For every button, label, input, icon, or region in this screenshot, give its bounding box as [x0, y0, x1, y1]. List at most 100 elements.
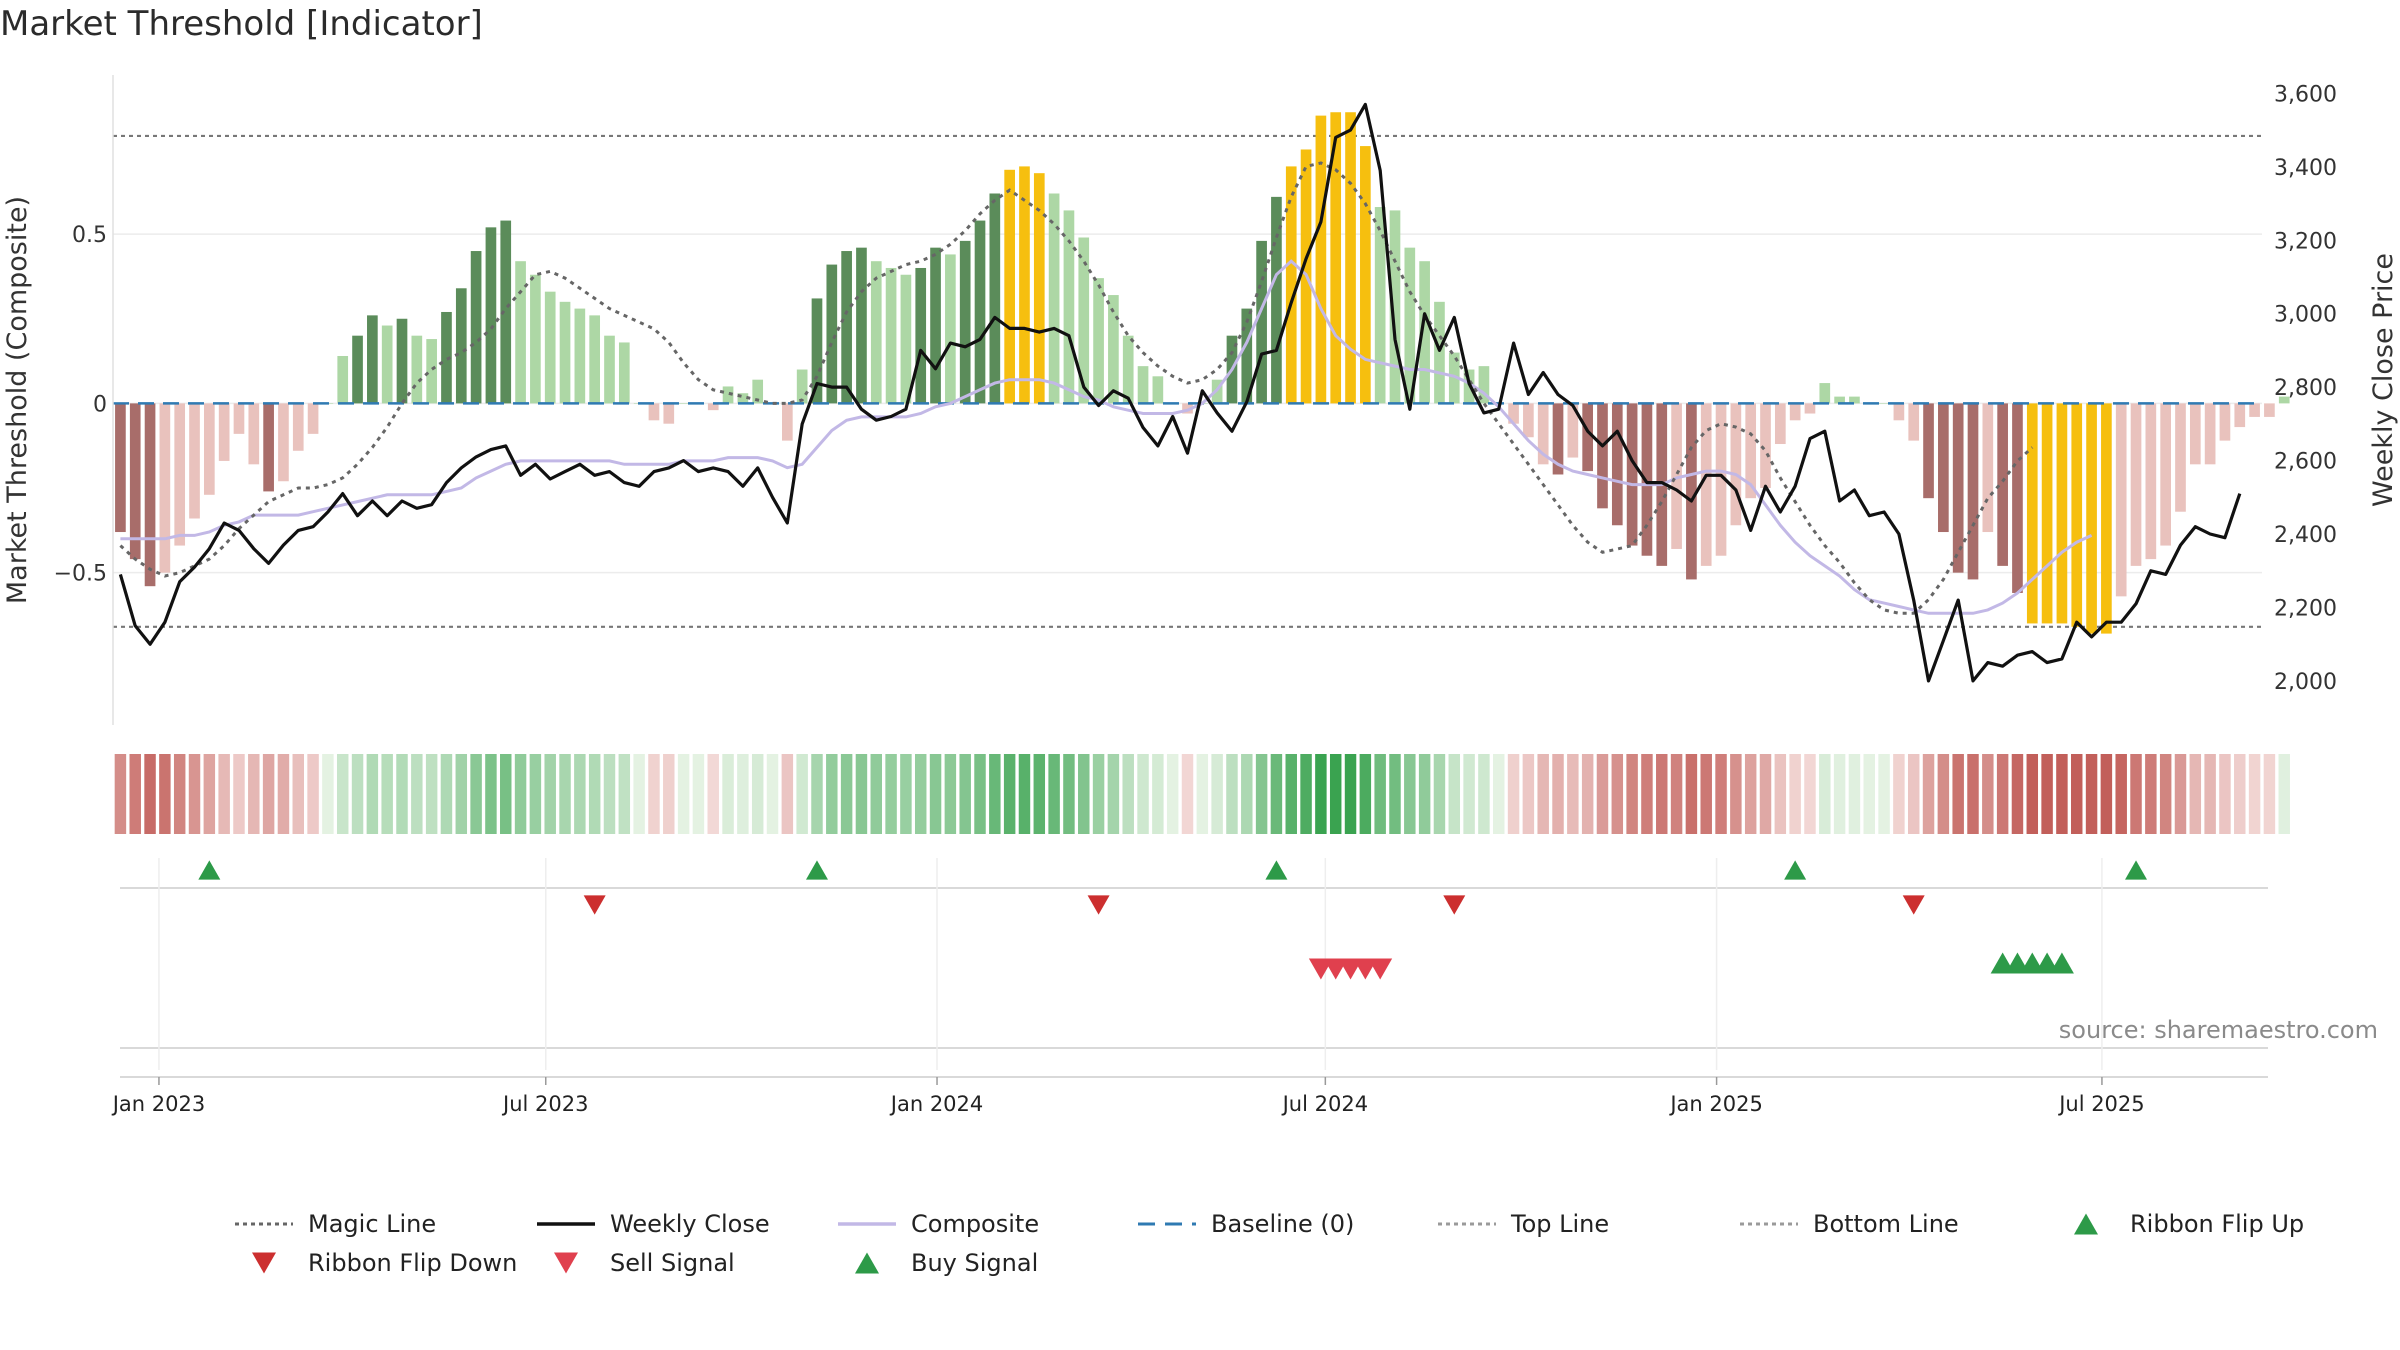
composite-bar: [900, 274, 912, 404]
series-lines: [113, 102, 2262, 683]
composite-bar: [2071, 403, 2083, 627]
ribbon-cell: [1522, 754, 1535, 834]
composite-bar: [263, 403, 274, 492]
ribbon-flip-up-marker: [1784, 860, 1807, 880]
composite-bar: [1093, 278, 1104, 404]
composite-bar: [663, 403, 675, 424]
ribbon-cell: [1715, 754, 1727, 834]
composite-bar: [737, 393, 749, 404]
ribbon-cell: [781, 754, 794, 834]
ribbon-cell: [974, 754, 986, 834]
ribbon-cell: [914, 754, 927, 834]
composite-bar: [115, 403, 126, 533]
composite-bar: [1434, 301, 1445, 404]
composite-bar: [441, 311, 452, 404]
ribbon-cell: [233, 754, 245, 834]
ribbon-cell: [1211, 754, 1223, 834]
composite-bar: [574, 308, 586, 404]
legend-item: Sell Signal: [554, 1249, 735, 1277]
ribbon-cell: [648, 754, 660, 834]
legend-item: Ribbon Flip Down: [252, 1249, 517, 1277]
ribbon-cell: [1255, 754, 1268, 834]
composite-bar: [1048, 193, 1060, 404]
composite-bar: [2130, 403, 2142, 566]
ribbon-cell: [1907, 754, 1920, 834]
composite-bar: [2175, 403, 2186, 512]
ribbon-cell: [1833, 754, 1846, 834]
ribbon-cell: [351, 754, 364, 834]
ribbon-cell: [1433, 754, 1446, 834]
composite-bar: [292, 403, 304, 451]
ribbon-cell: [1819, 754, 1831, 834]
ribbon-cell: [1893, 754, 1905, 834]
legend-label: Top Line: [1510, 1210, 1609, 1238]
ribbon-cell: [129, 754, 141, 834]
ribbon-cell: [470, 754, 482, 834]
ribbon-cell: [1967, 754, 1979, 834]
ribbon-cell: [1611, 754, 1624, 834]
ribbon-cell: [2115, 754, 2127, 834]
ribbon-cell: [514, 754, 527, 834]
ribbon-cell: [2085, 754, 2098, 834]
ribbon-cell: [2263, 754, 2276, 834]
composite-bar: [1582, 403, 1593, 472]
ribbon-cell: [1478, 754, 1490, 834]
chart-title: Market Threshold [Indicator]: [0, 4, 483, 44]
ribbon-cell: [1092, 754, 1105, 834]
ribbon-cell: [737, 754, 749, 834]
y-right-axis-label: Weekly Close Price: [2368, 253, 2399, 507]
composite-bar: [1241, 308, 1253, 404]
composite-bar: [2204, 403, 2216, 465]
legend: Magic Line Weekly Close Composite Baseline …: [235, 1210, 2304, 1277]
composite-bar: [1271, 196, 1282, 404]
composite-bar: [2189, 403, 2201, 465]
ribbon-cell: [796, 754, 808, 834]
ribbon-cell: [248, 754, 260, 834]
composite-bar: [367, 315, 378, 404]
composite-bar: [648, 403, 660, 421]
composite-bar: [1315, 115, 1327, 404]
ribbon-cell: [1656, 754, 1668, 834]
composite-bar: [945, 254, 956, 404]
ribbon-cell: [588, 754, 601, 834]
ribbon-cell: [722, 754, 734, 834]
ribbon-cell: [989, 754, 1001, 834]
ribbon-cell: [1359, 754, 1372, 834]
composite-bar: [1819, 383, 1831, 404]
ribbon-cell: [1670, 754, 1683, 834]
composite-bar: [1508, 403, 1519, 424]
ribbon-cell: [411, 754, 423, 834]
ribbon-cell: [1315, 754, 1327, 834]
composite-bar: [1448, 352, 1460, 404]
x-tick-label: Jan 2023: [111, 1092, 206, 1116]
ribbon-cell: [1848, 754, 1861, 834]
ribbon-flip-up-marker: [1265, 860, 1288, 880]
ribbon-strip: [114, 754, 2290, 834]
ribbon-cell: [677, 754, 690, 834]
y-right-tick-label: 3,200: [2274, 229, 2337, 254]
ribbon-cell: [277, 754, 290, 834]
y-right-tick-label: 2,400: [2274, 523, 2337, 548]
ribbon-cell: [2130, 754, 2142, 834]
legend-item: Top Line: [1438, 1210, 1609, 1238]
composite-bar: [722, 386, 734, 404]
composite-bar: [1804, 403, 1816, 414]
composite-bar: [278, 403, 289, 482]
ribbon-cell: [559, 754, 571, 834]
composite-bar: [1893, 403, 1905, 421]
composite-bar: [1967, 403, 1979, 580]
composite-bar: [515, 261, 526, 404]
composite-bar: [2234, 403, 2246, 428]
ribbon-cell: [2145, 754, 2157, 834]
y-left-tick-label: 0: [93, 392, 107, 417]
ribbon-cell: [1596, 754, 1609, 834]
composite-bar: [1285, 166, 1297, 404]
composite-bar: [2086, 403, 2097, 634]
ribbon-cell: [1300, 754, 1312, 834]
composite-bar: [1982, 403, 1994, 533]
ribbon-cell: [855, 754, 868, 834]
composite-bar: [144, 403, 156, 587]
ribbon-cell: [1952, 754, 1964, 834]
ribbon-flip-down-marker: [1902, 895, 1925, 915]
ribbon-cell: [1107, 754, 1120, 834]
